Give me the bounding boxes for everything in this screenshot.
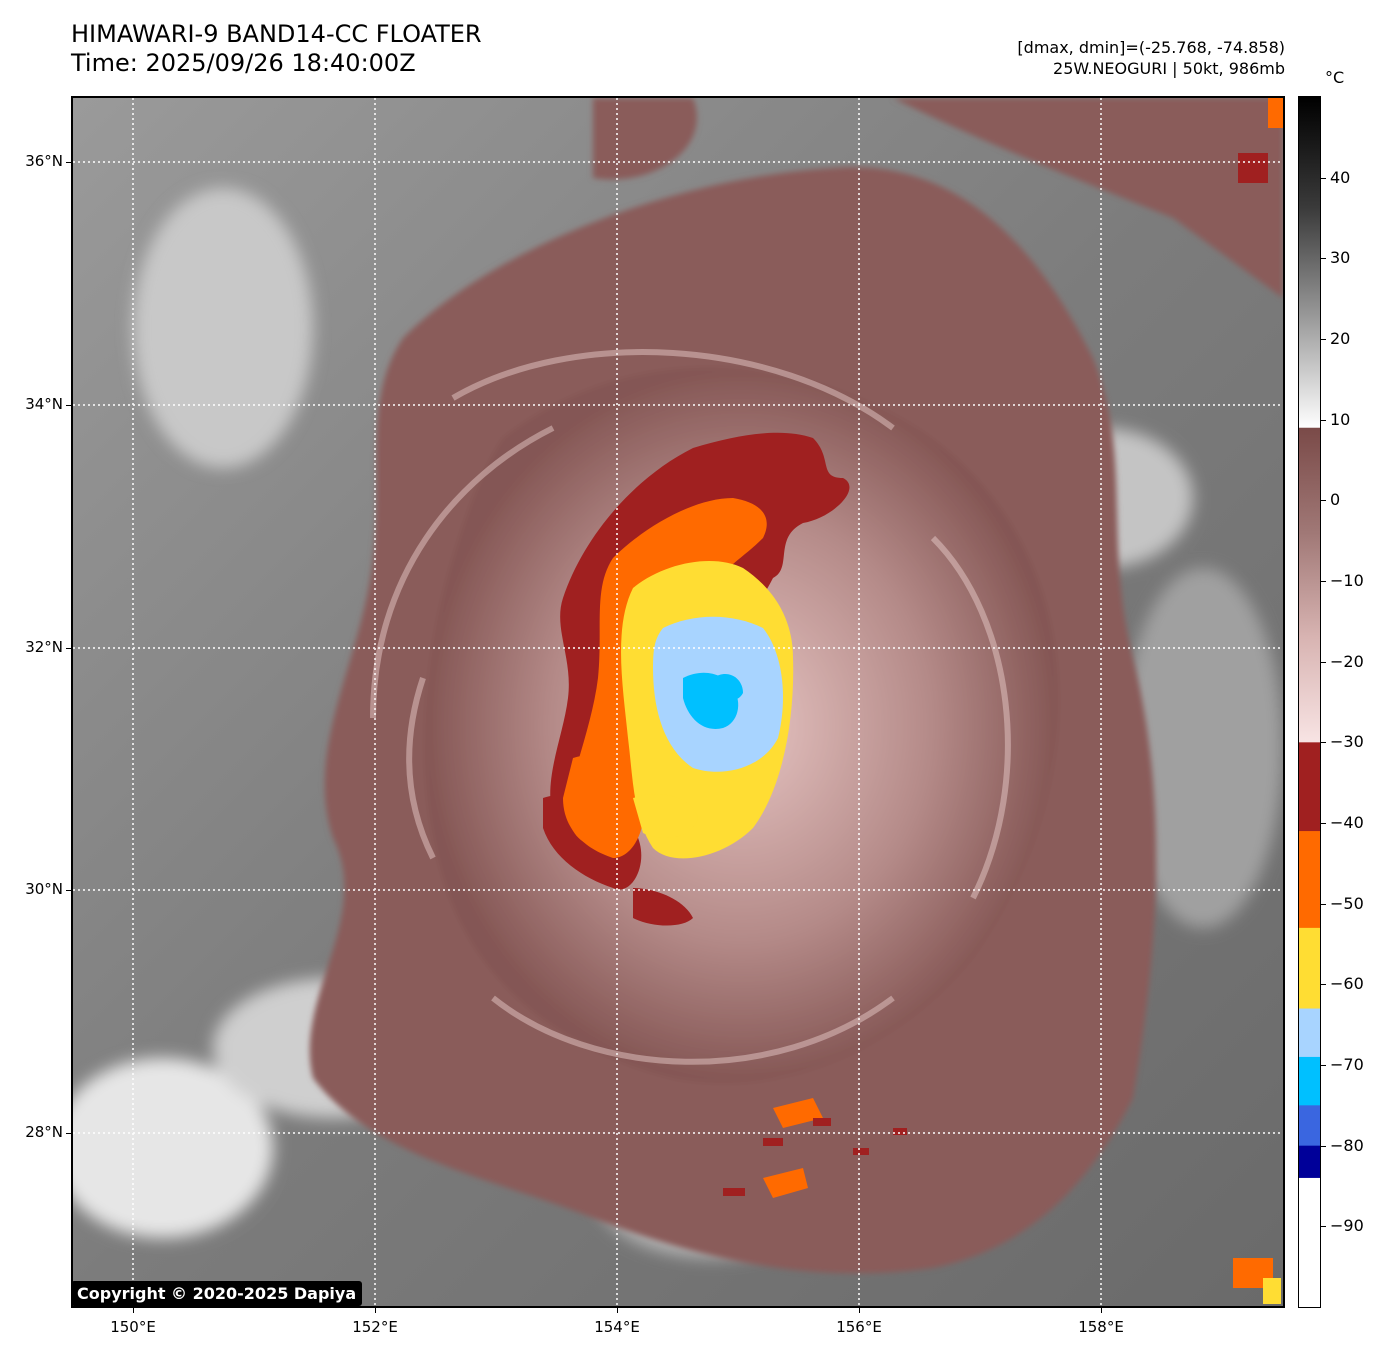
colorbar-tick	[1321, 742, 1326, 744]
colorbar-tick	[1321, 258, 1326, 260]
colorbar-tick-label: 30	[1330, 248, 1351, 268]
satellite-map	[71, 96, 1285, 1308]
cold-cloud-top-cyan	[683, 672, 743, 729]
colorbar-tick-label: −80	[1330, 1135, 1364, 1155]
colorbar-tick	[1321, 984, 1326, 986]
colorbar-tick	[1321, 1065, 1326, 1066]
lat-tick	[66, 405, 71, 406]
lat-label-34: 34°N	[25, 395, 63, 413]
colorbar-segment	[1299, 1105, 1320, 1147]
scattered-convection	[723, 98, 1283, 1304]
lon-label-152: 152°E	[352, 1318, 398, 1336]
colorbar-segment	[1299, 1145, 1320, 1179]
colorbar	[1298, 96, 1321, 1308]
lat-tick	[66, 648, 71, 649]
colorbar-ramp	[1299, 97, 1320, 1307]
colorbar-segment	[1299, 427, 1320, 743]
colorbar-tick	[1321, 661, 1326, 663]
colorbar-tick-label: 40	[1330, 167, 1351, 187]
lat-tick	[66, 890, 71, 891]
lat-tick	[66, 162, 71, 163]
colorbar-tick	[1321, 1226, 1326, 1228]
lat-label-36: 36°N	[25, 152, 63, 170]
colorbar-tick-label: −50	[1330, 893, 1364, 913]
colorbar-tick	[1321, 1145, 1326, 1147]
colorbar-segment	[1299, 1008, 1320, 1058]
colorbar-segment	[1299, 1177, 1320, 1307]
lon-tick	[375, 1308, 376, 1313]
lon-tick	[859, 1308, 860, 1313]
colorbar-tick-label: −30	[1330, 732, 1364, 752]
colorbar-tick	[1321, 419, 1326, 421]
lon-label-158: 158°E	[1078, 1318, 1124, 1336]
lat-label-32: 32°N	[25, 638, 63, 656]
lat-label-28: 28°N	[25, 1123, 63, 1141]
colorbar-tick	[1321, 339, 1326, 340]
colorbar-tick-label: −60	[1330, 974, 1364, 994]
colorbar-tick	[1321, 581, 1326, 582]
colorbar-tick-label: −20	[1330, 651, 1364, 671]
colorbar-tick-label: 0	[1330, 490, 1341, 510]
title-block: HIMAWARI-9 BAND14-CC FLOATER Time: 2025/…	[71, 20, 482, 78]
satellite-title: HIMAWARI-9 BAND14-CC FLOATER	[71, 20, 482, 48]
lon-tick	[1101, 1308, 1102, 1313]
colorbar-segment	[1299, 742, 1320, 832]
lon-label-156: 156°E	[836, 1318, 882, 1336]
info-block: [dmax, dmin]=(-25.768, -74.858) 25W.NEOG…	[1017, 37, 1285, 79]
colorbar-tick	[1321, 177, 1326, 179]
lon-label-154: 154°E	[594, 1318, 640, 1336]
lon-label-150: 150°E	[110, 1318, 156, 1336]
colorbar-unit: °C	[1325, 68, 1345, 87]
colorbar-tick-label: 20	[1330, 329, 1351, 348]
lat-label-30: 30°N	[25, 880, 63, 898]
lon-tick	[617, 1308, 618, 1313]
lat-tick	[66, 1133, 71, 1134]
data-range-text: [dmax, dmin]=(-25.768, -74.858)	[1017, 38, 1285, 57]
gridlines	[73, 98, 1283, 1306]
colorbar-tick-label: −70	[1330, 1055, 1364, 1074]
copyright-notice: Copyright © 2020-2025 Dapiya	[71, 1281, 363, 1306]
colorbar-tick	[1321, 903, 1326, 905]
colorbar-segment	[1299, 1056, 1320, 1106]
observation-time: Time: 2025/09/26 18:40:00Z	[71, 49, 416, 77]
colorbar-tick-label: −10	[1330, 571, 1364, 590]
colorbar-tick-label: −90	[1330, 1216, 1364, 1236]
colorbar-segment	[1299, 831, 1320, 929]
lon-tick	[133, 1308, 134, 1313]
colorbar-tick-label: 10	[1330, 409, 1351, 429]
colorbar-tick	[1321, 823, 1326, 824]
storm-info-text: 25W.NEOGURI | 50kt, 986mb	[1053, 59, 1285, 78]
colorbar-segment	[1299, 927, 1320, 1010]
satellite-imagery	[73, 98, 1283, 1306]
colorbar-tick-label: −40	[1330, 813, 1364, 832]
colorbar-segment	[1299, 97, 1320, 429]
colorbar-tick	[1321, 500, 1326, 502]
spiral-bands	[370, 349, 1011, 1065]
